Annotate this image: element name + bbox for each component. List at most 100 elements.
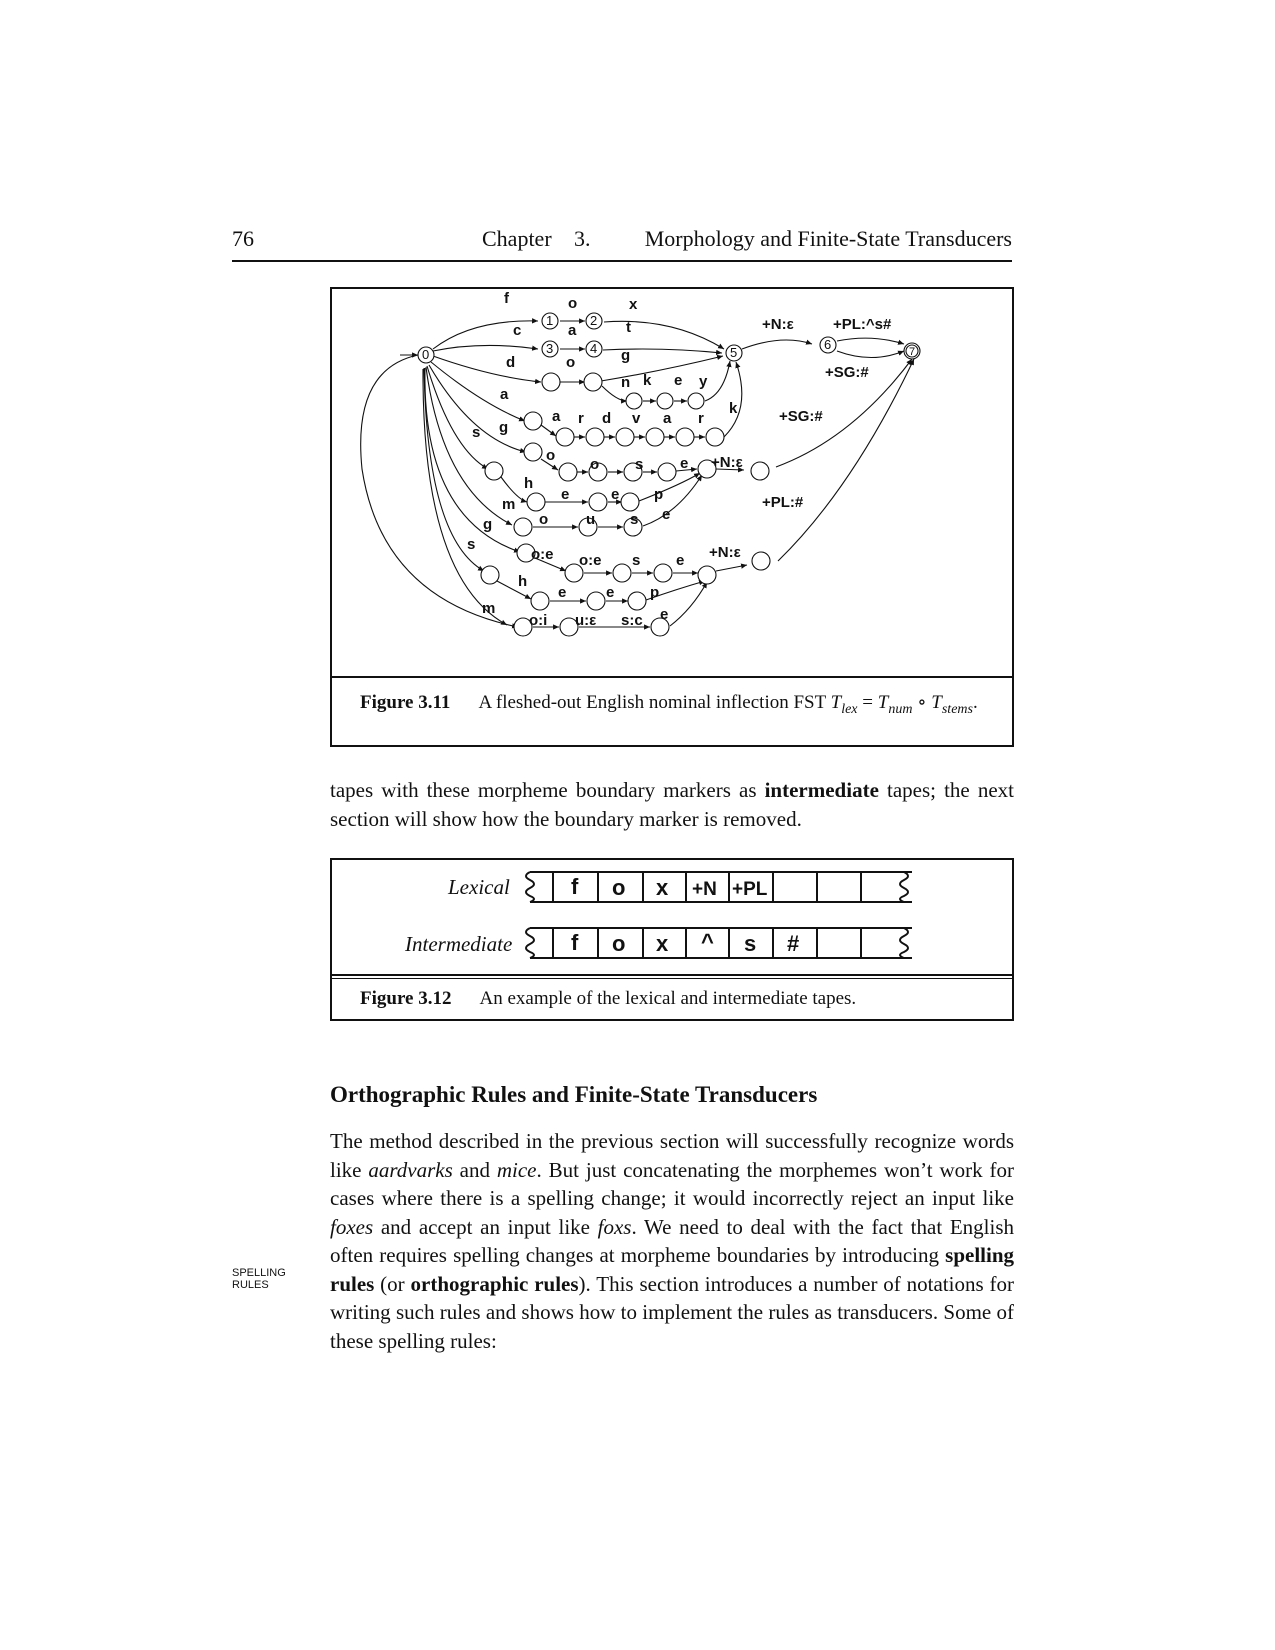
arc-label: y	[699, 373, 708, 390]
figure-3-11: 0 1 2 3 4 5 6 7 f o x c a t d o g n k e …	[330, 287, 1014, 747]
arc-label: s	[467, 536, 475, 553]
arc-label: x	[629, 296, 638, 313]
arc-label: +PL:^s#	[833, 316, 892, 333]
arc-label: +N:ε	[762, 316, 794, 333]
italic-term: aardvarks	[368, 1157, 453, 1182]
lexical-cell: f	[571, 874, 579, 899]
arc-label: d	[602, 410, 611, 427]
lexical-tape-label: Lexical	[447, 875, 510, 899]
italic-term: foxes	[330, 1214, 374, 1239]
state-label-0: 0	[422, 347, 429, 362]
formula-symbol: T	[830, 692, 842, 713]
formula-symbol: T	[877, 692, 889, 713]
arc-label: u	[586, 511, 595, 528]
figure-3-11-caption: Figure 3.11 A fleshed-out English nominal…	[360, 689, 990, 724]
arc-label: p	[650, 584, 659, 601]
arc-label: o	[546, 447, 555, 464]
state-label-5: 5	[730, 345, 737, 360]
state-label-7: 7	[909, 346, 915, 358]
text-run: tapes with these morpheme boundary marke…	[330, 778, 765, 802]
text-run: ). This section introduces a number of n…	[330, 1271, 1014, 1353]
paragraph: The method described in the previous sec…	[330, 1127, 1014, 1355]
page-number: 76	[232, 226, 254, 251]
arc-label: g	[499, 419, 508, 436]
arc-label: a	[663, 410, 672, 427]
lexical-cell: x	[656, 875, 669, 900]
arc-label: t	[626, 319, 631, 336]
fst-diagram: 0 1 2 3 4 5 6 7 f o x c a t d o g n k e …	[360, 290, 921, 637]
arc-label: e	[611, 486, 619, 503]
arc-label: +N:ε	[709, 544, 741, 561]
formula-subscript: lex	[841, 701, 858, 717]
arc-label: n	[621, 374, 630, 391]
arc-label: s	[472, 424, 480, 441]
intermediate-cell: s	[744, 931, 756, 956]
arc-label: +SG:#	[825, 364, 869, 381]
formula-subscript: num	[888, 701, 913, 717]
arc-label: o	[566, 354, 575, 371]
text-run: The method described in the previous sec…	[330, 1129, 1014, 1182]
formula-symbol: T	[931, 692, 942, 713]
figure-label: Figure 3.11	[360, 692, 451, 713]
arc-label: v	[632, 410, 641, 427]
arc-label: m	[482, 600, 495, 617]
arc-label: k	[643, 372, 652, 389]
formula-end: .	[972, 692, 978, 713]
arc-label: e	[660, 606, 668, 623]
bold-term: spelling rules	[330, 1243, 1014, 1296]
paragraph: tapes with these morpheme boundary marke…	[330, 776, 1014, 833]
arc-label: m	[502, 496, 515, 513]
bold-term: orthographic rules	[410, 1271, 579, 1296]
italic-term: mice	[496, 1157, 537, 1182]
arc-label: o:i	[529, 612, 547, 629]
arc-label: r	[578, 410, 584, 427]
arc-label: +PL:#	[762, 494, 804, 511]
lexical-cell: +PL	[732, 879, 768, 900]
arc-label: a	[500, 386, 509, 403]
figure-3-12: Lexical Intermediate	[330, 858, 1014, 1021]
caption-text: An example of the lexical and intermedia…	[479, 988, 857, 1009]
caption-text: A fleshed-out English nominal inflection…	[478, 692, 826, 713]
bold-term: intermediate	[764, 778, 879, 802]
state-label-1: 1	[546, 313, 553, 328]
figure-3-12-caption: Figure 3.12 An example of the lexical and…	[360, 988, 856, 1010]
chapter-number: 3.	[574, 226, 591, 251]
intermediate-cell: ^	[701, 929, 714, 954]
state-label-6: 6	[824, 337, 831, 352]
text-run: . We need to deal with the fact that Eng…	[330, 1214, 1014, 1268]
lexical-cell: +N	[692, 879, 717, 900]
arc-label: e	[676, 552, 684, 569]
arc-label: o:e	[531, 546, 554, 563]
arc-label: e	[561, 486, 569, 503]
arc-label: a	[552, 408, 561, 425]
intermediate-cell: x	[656, 931, 669, 956]
text-run: . But just concatenating the morphemes w…	[330, 1157, 1014, 1211]
state-label-4: 4	[590, 341, 597, 356]
arc-label: e	[606, 584, 614, 601]
arc-label: e	[662, 506, 670, 523]
arc-label: g	[483, 516, 492, 533]
arc-label: s	[635, 456, 643, 473]
arc-label: s:c	[621, 612, 643, 629]
arc-label: o	[568, 295, 577, 312]
arc-label: u:ε	[575, 612, 596, 629]
text-run: and	[452, 1157, 497, 1182]
arc-label: a	[568, 322, 577, 339]
intermediate-tape-label: Intermediate	[404, 932, 512, 956]
arc-label: r	[698, 410, 704, 427]
tapes-diagram: Lexical Intermediate	[404, 871, 912, 959]
intermediate-cell: o	[612, 931, 625, 956]
formula-subscript: stems	[941, 701, 973, 717]
arc-label: +SG:#	[779, 408, 823, 425]
arc-label: s	[630, 511, 638, 528]
text-run: tapes; the next section will show how th…	[330, 778, 1014, 831]
arc-label: o	[539, 511, 548, 528]
arc-label: g	[621, 347, 630, 364]
arc-label: +N:ε	[711, 454, 743, 471]
margin-note-line: SPELLING	[232, 1267, 286, 1279]
text-run: (or	[374, 1271, 411, 1296]
formula-operator: =	[857, 692, 878, 713]
chapter-label: Chapter	[482, 226, 552, 251]
arc-label: s	[632, 552, 640, 569]
state-label-2: 2	[590, 313, 597, 328]
